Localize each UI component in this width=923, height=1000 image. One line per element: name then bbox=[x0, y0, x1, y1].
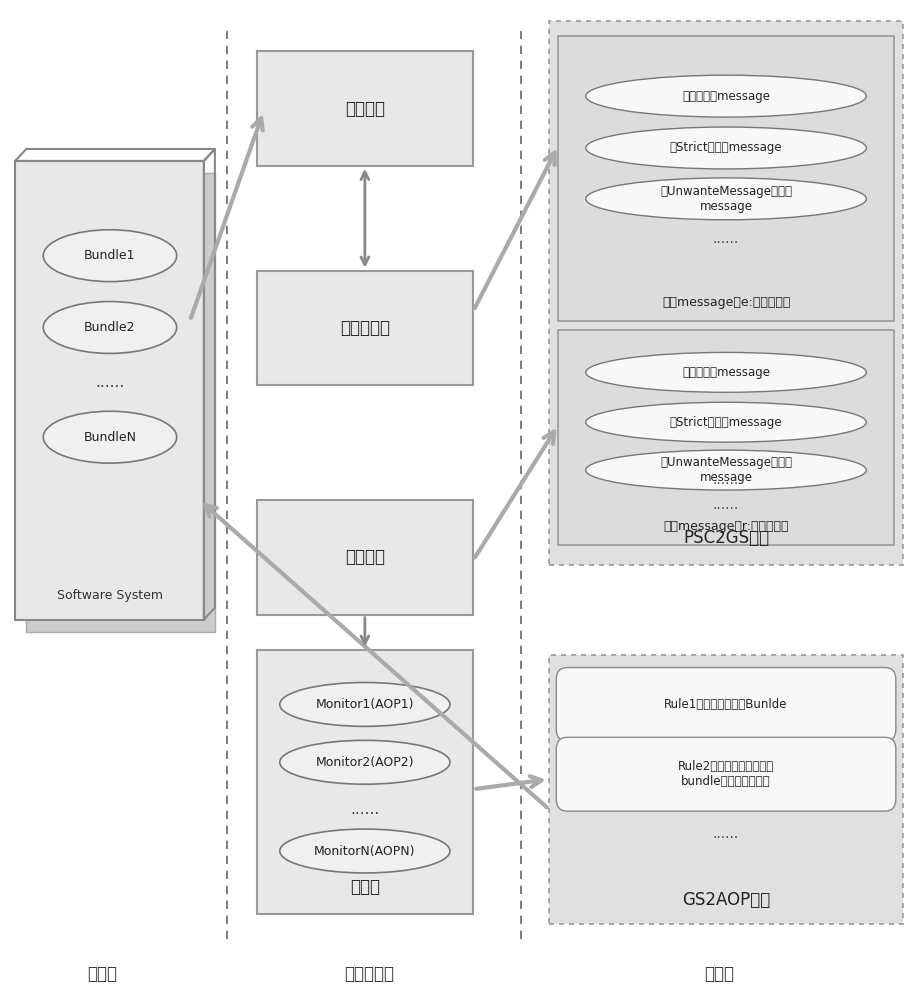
Text: Rule1：遍历出所有的Bunlde: Rule1：遍历出所有的Bunlde bbox=[665, 698, 788, 711]
Ellipse shape bbox=[586, 75, 867, 117]
FancyBboxPatch shape bbox=[26, 173, 215, 632]
FancyBboxPatch shape bbox=[549, 655, 904, 924]
Text: PSC2GS规则: PSC2GS规则 bbox=[683, 529, 769, 547]
Ellipse shape bbox=[586, 402, 867, 442]
FancyBboxPatch shape bbox=[557, 668, 896, 741]
Text: 属性序列图: 属性序列图 bbox=[341, 319, 390, 337]
Text: ......: ...... bbox=[713, 827, 739, 841]
FancyBboxPatch shape bbox=[557, 737, 896, 811]
Ellipse shape bbox=[43, 302, 176, 353]
Text: GS2AOP规则: GS2AOP规则 bbox=[682, 891, 770, 909]
Text: ......: ...... bbox=[95, 375, 125, 390]
FancyBboxPatch shape bbox=[258, 271, 473, 385]
Text: 正则message（e:）转换规则: 正则message（e:）转换规则 bbox=[662, 296, 790, 309]
Text: 没有限制的message: 没有限制的message bbox=[682, 366, 770, 379]
Text: ......: ...... bbox=[713, 232, 739, 246]
Text: Bundle1: Bundle1 bbox=[84, 249, 136, 262]
Ellipse shape bbox=[586, 450, 867, 490]
FancyBboxPatch shape bbox=[558, 330, 894, 545]
Ellipse shape bbox=[280, 829, 450, 873]
Text: Monitor1(AOP1): Monitor1(AOP1) bbox=[316, 698, 414, 711]
Ellipse shape bbox=[586, 127, 867, 169]
Text: 有UnwanteMessage限制的
message: 有UnwanteMessage限制的 message bbox=[660, 185, 792, 213]
Text: 有Strict限制的message: 有Strict限制的message bbox=[670, 416, 783, 429]
Text: 没有限制的message: 没有限制的message bbox=[682, 90, 770, 103]
Ellipse shape bbox=[43, 411, 176, 463]
Text: 逻辑层: 逻辑层 bbox=[704, 965, 734, 983]
FancyBboxPatch shape bbox=[549, 21, 904, 565]
Text: ......: ...... bbox=[350, 802, 379, 817]
FancyBboxPatch shape bbox=[258, 650, 473, 914]
Ellipse shape bbox=[280, 740, 450, 784]
Text: Rule2：遍历出所有包含该
bundle的博弈结构语句: Rule2：遍历出所有包含该 bundle的博弈结构语句 bbox=[677, 760, 774, 788]
Text: ......: ...... bbox=[713, 498, 739, 512]
Ellipse shape bbox=[586, 352, 867, 392]
Text: 监听器: 监听器 bbox=[351, 878, 380, 896]
Ellipse shape bbox=[43, 230, 176, 282]
Text: 用户需求: 用户需求 bbox=[345, 100, 385, 118]
Text: Monitor2(AOP2): Monitor2(AOP2) bbox=[316, 756, 414, 769]
FancyBboxPatch shape bbox=[558, 36, 894, 320]
Ellipse shape bbox=[586, 178, 867, 220]
Ellipse shape bbox=[280, 682, 450, 726]
Text: 用户交互层: 用户交互层 bbox=[344, 965, 394, 983]
FancyBboxPatch shape bbox=[258, 500, 473, 615]
Text: ......: ...... bbox=[713, 473, 739, 487]
Text: 博弈结构: 博弈结构 bbox=[345, 548, 385, 566]
FancyBboxPatch shape bbox=[15, 161, 204, 620]
Text: Software System: Software System bbox=[56, 589, 162, 602]
Text: 强制message（r:）转换规则: 强制message（r:）转换规则 bbox=[664, 520, 789, 533]
Text: BundleN: BundleN bbox=[83, 431, 137, 444]
Text: MonitorN(AOPN): MonitorN(AOPN) bbox=[314, 845, 415, 858]
Text: 有UnwanteMessage限制的
message: 有UnwanteMessage限制的 message bbox=[660, 456, 792, 484]
Text: 应用层: 应用层 bbox=[88, 965, 117, 983]
Text: Bundle2: Bundle2 bbox=[84, 321, 136, 334]
FancyBboxPatch shape bbox=[258, 51, 473, 166]
Text: 有Strict限制犄message: 有Strict限制犄message bbox=[670, 141, 783, 154]
